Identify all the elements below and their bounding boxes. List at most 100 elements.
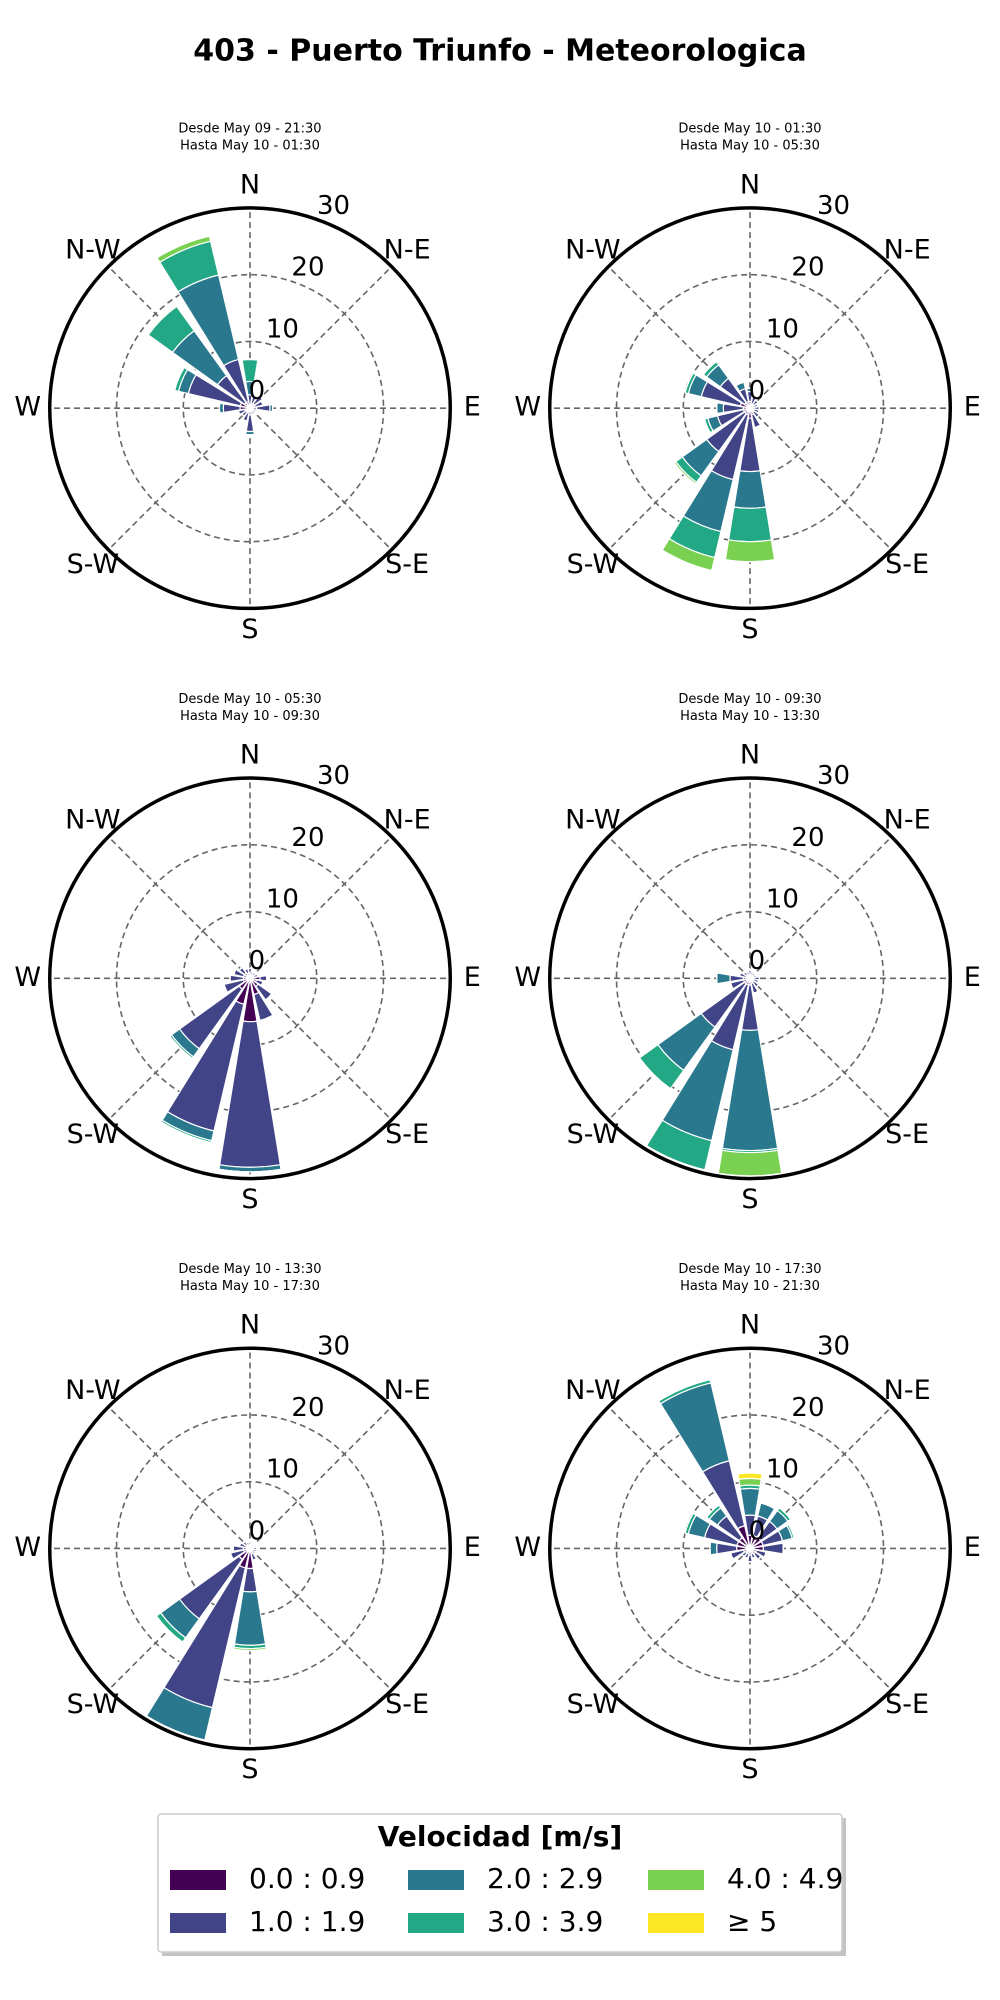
- r-tick-label: 0: [249, 376, 266, 406]
- spoke: [249, 977, 393, 1121]
- r-tick-label: 30: [817, 761, 850, 791]
- direction-label: W: [514, 962, 541, 993]
- spoke: [107, 836, 251, 979]
- direction-label: N-W: [565, 235, 621, 266]
- legend-label: 4.0 : 4.9: [727, 1862, 843, 1895]
- direction-label: W: [14, 392, 41, 423]
- legend-swatch: [408, 1870, 464, 1890]
- direction-label: S: [741, 1184, 758, 1215]
- r-tick-label: 0: [749, 376, 766, 406]
- bar-segment: [233, 1590, 267, 1646]
- direction-label: S-E: [385, 1689, 429, 1720]
- grid-ring: [615, 844, 885, 1113]
- r-tick-label: 30: [817, 191, 850, 221]
- bar-segment: [242, 1567, 258, 1593]
- bar-segment: [259, 974, 268, 982]
- direction-label: E: [464, 1532, 481, 1563]
- bar-segment: [729, 982, 734, 990]
- chart-title: Desde May 10 - 01:30: [678, 122, 821, 137]
- direction-label: N-E: [884, 235, 931, 266]
- axis-frame: [47, 1346, 453, 1751]
- bar-segment: [242, 358, 258, 361]
- windrose-chart: Desde May 10 - 09:30 Hasta May 10 - 13:30…: [514, 692, 980, 1215]
- direction-label: E: [964, 962, 981, 993]
- direction-label: N: [740, 169, 760, 200]
- grid-ring: [615, 1414, 885, 1683]
- bar-segment: [251, 413, 254, 416]
- axis-frame: [547, 776, 953, 1181]
- spoke: [107, 407, 251, 551]
- bar-segment: [738, 1477, 762, 1487]
- r-tick-label: 0: [249, 1516, 266, 1546]
- r-tick-label: 20: [791, 253, 824, 283]
- spoke: [249, 1406, 393, 1550]
- bar-segment: [755, 984, 760, 988]
- direction-label: N-E: [884, 805, 931, 836]
- bar-segment: [757, 410, 760, 414]
- direction-label: S-E: [885, 1119, 929, 1150]
- r-tick-label: 0: [249, 946, 266, 976]
- r-tick-label: 30: [317, 761, 350, 791]
- bar-segment: [703, 418, 711, 434]
- grid-ring: [182, 340, 318, 476]
- bar-segment: [229, 1552, 234, 1560]
- r-tick-label: 0: [749, 946, 766, 976]
- r-tick-label: 20: [291, 823, 324, 853]
- direction-label: S-E: [885, 549, 929, 580]
- bar-segment: [255, 409, 258, 412]
- chart-title: Desde May 10 - 05:30: [178, 692, 321, 707]
- bar-segment: [242, 1540, 246, 1544]
- bar-segment: [684, 1513, 694, 1534]
- direction-label: S: [741, 1754, 758, 1785]
- legend-swatch: [648, 1870, 704, 1890]
- spoke: [607, 1547, 751, 1691]
- r-tick-label: 20: [291, 1393, 324, 1423]
- direction-label: N-E: [384, 805, 431, 836]
- windrose-chart: Desde May 10 - 05:30 Hasta May 10 - 09:30…: [14, 692, 480, 1215]
- direction-label: N: [240, 1310, 260, 1341]
- r-tick-label: 10: [266, 1455, 299, 1485]
- legend-swatch: [408, 1913, 464, 1933]
- direction-label: S: [241, 1754, 258, 1785]
- bar-segment: [718, 1172, 782, 1177]
- bar-segment: [724, 539, 776, 563]
- bar-segment: [725, 559, 775, 563]
- chart-subtitle: Hasta May 10 - 09:30: [180, 709, 320, 724]
- direction-label: E: [964, 392, 981, 423]
- bar-segment: [743, 971, 746, 975]
- direction-label: N: [240, 740, 260, 771]
- direction-label: N-W: [565, 805, 621, 836]
- legend-swatch: [170, 1870, 226, 1890]
- spoke: [749, 1547, 893, 1691]
- chart-title: Desde May 09 - 21:30: [178, 122, 321, 137]
- bar-segment: [156, 235, 210, 259]
- windrose-chart: Desde May 10 - 13:30 Hasta May 10 - 17:30…: [14, 1262, 480, 1785]
- chart-title: Desde May 10 - 17:30: [678, 1262, 821, 1277]
- direction-label: N-W: [65, 1375, 121, 1406]
- spoke: [107, 1406, 251, 1550]
- bar-segment: [729, 1552, 734, 1560]
- direction-label: N-E: [384, 235, 431, 266]
- bar-segment: [242, 418, 248, 422]
- bar-segment: [709, 1541, 718, 1556]
- direction-label: S-E: [385, 549, 429, 580]
- grid-ring: [615, 273, 885, 543]
- windrose-chart: Desde May 09 - 21:30 Hasta May 10 - 01:30…: [14, 122, 480, 645]
- spoke: [749, 407, 893, 551]
- r-tick-label: 20: [291, 253, 324, 283]
- r-tick-label: 30: [317, 191, 350, 221]
- r-tick-label: 10: [766, 314, 799, 344]
- direction-label: W: [14, 1532, 41, 1563]
- axis-frame: [47, 206, 453, 611]
- r-tick-label: 30: [317, 1331, 350, 1361]
- grid-ring: [115, 844, 385, 1113]
- r-tick-label: 10: [266, 885, 299, 915]
- direction-label: N: [740, 1310, 760, 1341]
- bar-segment: [238, 966, 243, 971]
- r-tick-label: 30: [817, 1331, 850, 1361]
- legend-label: 0.0 : 0.9: [249, 1862, 365, 1895]
- figure-title: 403 - Puerto Triunfo - Meteorologica: [193, 34, 806, 69]
- bar-segment: [727, 506, 773, 543]
